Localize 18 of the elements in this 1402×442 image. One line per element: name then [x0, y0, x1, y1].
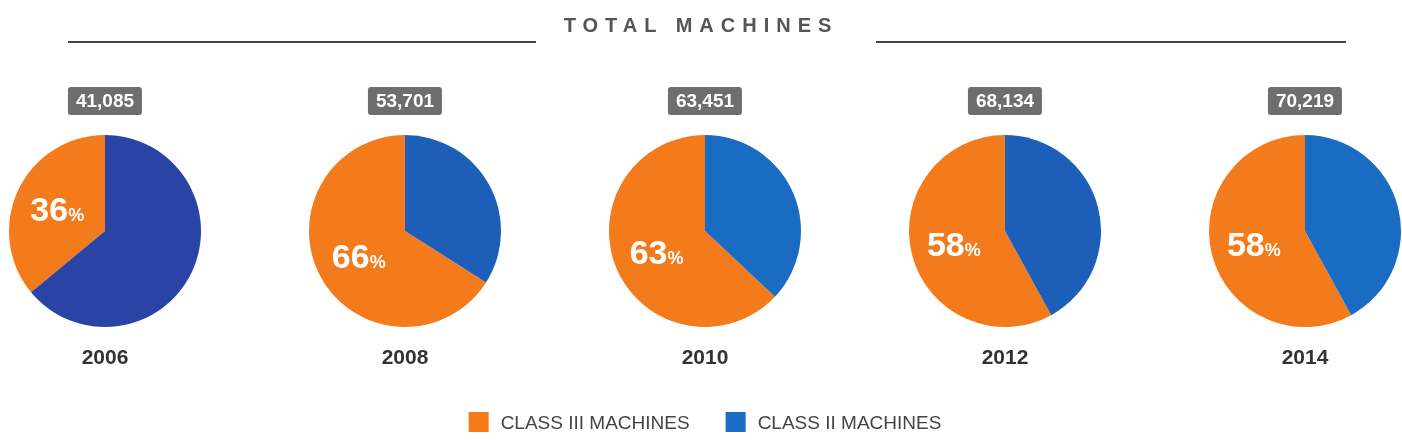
data-label: 36%: [30, 189, 85, 228]
data-label: 66%: [331, 237, 386, 276]
text: 2014: [1281, 345, 1329, 369]
text: TOTAL MACHINES: [563, 14, 839, 36]
text: 53,701: [367, 87, 443, 115]
text: 2006: [81, 345, 129, 369]
text: 70,219: [1267, 87, 1343, 115]
text: 2008: [381, 345, 429, 369]
legend-label: CLASS III MACHINES: [500, 412, 690, 433]
legend-label: CLASS II MACHINES: [757, 412, 942, 433]
data-label: 63%: [629, 232, 684, 271]
data-label: 58%: [926, 225, 981, 264]
text: 2012: [981, 345, 1029, 369]
text: 68,134: [967, 87, 1043, 115]
text: 41,085: [67, 87, 143, 115]
text: 2010: [681, 345, 729, 369]
text: 63,451: [667, 87, 743, 115]
data-label: 58%: [1226, 225, 1281, 264]
